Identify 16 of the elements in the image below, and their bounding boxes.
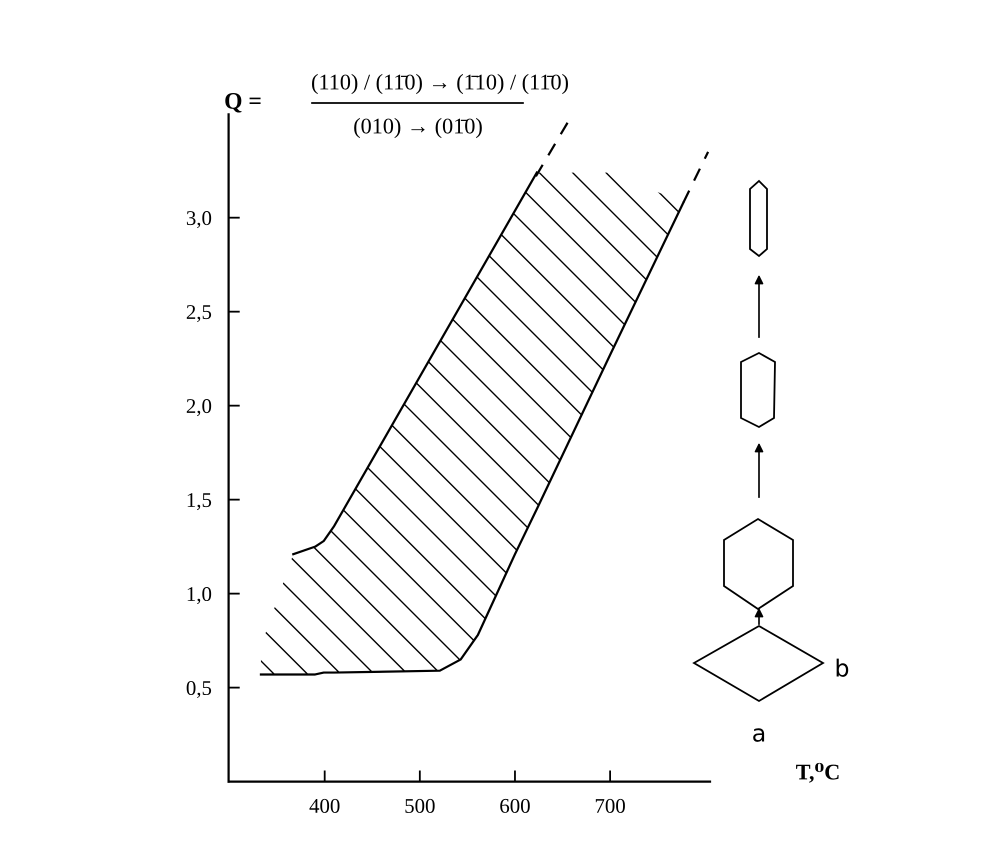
- chart-title: (110) / (11̄0) → (1̄10) / (11̄0): [312, 74, 568, 94]
- x-tick-label: 600: [500, 798, 530, 813]
- y-tick-label: 2,5: [186, 305, 212, 322]
- chart-subtitle: (010) → (01̄0): [354, 118, 482, 138]
- x-axis-title: T,⁰C: [796, 762, 839, 783]
- x-tick-label: 500: [405, 798, 435, 813]
- y-tick-label: 1,0: [188, 587, 212, 604]
- text: a: [753, 728, 764, 742]
- text: b: [836, 658, 848, 677]
- y-tick-label: 0,5: [186, 680, 212, 698]
- y-tick-label: 2,0: [186, 399, 212, 416]
- y-tick-label: 3,0: [186, 211, 212, 228]
- x-tick-label: 400: [309, 798, 340, 813]
- x-tick-label: 700: [596, 798, 625, 813]
- y-tick-label: 1,5: [188, 493, 212, 510]
- y-axis-title: Q =: [225, 93, 261, 113]
